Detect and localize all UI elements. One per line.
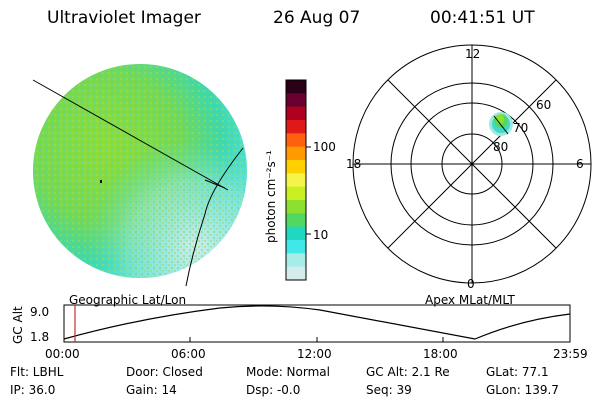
altitude-ytick-1-8: 1.8 xyxy=(30,330,50,344)
colorbar-tick-100: 100 xyxy=(313,140,336,154)
xtick-1200: 12:00 xyxy=(297,347,332,361)
dsp-info: Dsp: -0.0 xyxy=(246,383,301,397)
xtick-2359: 23:59 xyxy=(553,347,588,361)
mlt-label-18: 18 xyxy=(346,157,362,171)
altitude-curve xyxy=(63,305,571,340)
mode-info: Mode: Normal xyxy=(246,365,330,379)
mlt-label-12: 12 xyxy=(465,47,481,61)
mlat-label-80: 80 xyxy=(493,140,509,154)
xtick-0000: 00:00 xyxy=(45,347,80,361)
colorbar-band xyxy=(286,253,306,268)
colorbar-tick-10: 10 xyxy=(313,228,329,242)
ip-info: IP: 36.0 xyxy=(10,383,56,397)
time-label: 00:41:51 UT xyxy=(430,8,535,28)
colorbar-band xyxy=(286,186,306,201)
seq-info: Seq: 39 xyxy=(366,383,412,397)
mlat-label-60: 60 xyxy=(536,98,552,112)
xtick-0600: 06:00 xyxy=(171,347,206,361)
mlt-label-0: 0 xyxy=(467,277,475,291)
colorbar-band xyxy=(286,226,306,241)
colorbar xyxy=(286,80,306,281)
altitude-ylabel: GC Alt xyxy=(11,306,25,344)
mlat-label-70: 70 xyxy=(513,121,529,135)
glon-info: GLon: 139.7 xyxy=(486,383,559,397)
colorbar-frame xyxy=(285,79,307,281)
auroral-blob xyxy=(489,112,513,136)
colorbar-band xyxy=(286,160,306,174)
colorbar-band xyxy=(286,213,306,228)
gain-info: Gain: 14 xyxy=(126,383,177,397)
geographic-label: Geographic Lat/Lon xyxy=(69,293,187,307)
limb-tick xyxy=(204,179,226,189)
glat-info: GLat: 77.1 xyxy=(486,365,549,379)
altitude-panel-frame xyxy=(63,304,571,343)
colorbar-band xyxy=(286,80,306,94)
altitude-ytick-9: 9.0 xyxy=(30,305,50,319)
colorbar-band xyxy=(286,146,306,161)
polar-plot xyxy=(352,44,592,284)
terminator-line xyxy=(32,79,229,191)
door-info: Door: Closed xyxy=(126,365,203,379)
colorbar-band xyxy=(286,106,306,121)
colorbar-band xyxy=(286,120,306,134)
limb-curve xyxy=(185,147,244,287)
colorbar-band xyxy=(286,133,306,148)
date-label: 26 Aug 07 xyxy=(273,8,361,28)
apex-label: Apex MLat/MLT xyxy=(425,293,515,307)
colorbar-band xyxy=(286,200,306,214)
colorbar-unit-label: photon cm⁻²s⁻¹ xyxy=(264,150,278,243)
instrument-title: Ultraviolet Imager xyxy=(47,8,201,28)
colorbar-band xyxy=(286,93,306,108)
colorbar-band xyxy=(286,173,306,188)
flt-info: Flt: LBHL xyxy=(10,365,64,379)
uv-image-disk xyxy=(33,64,247,278)
gcalt-info: GC Alt: 2.1 Re xyxy=(366,365,450,379)
xtick-1800: 18:00 xyxy=(423,347,458,361)
colorbar-band xyxy=(286,240,306,254)
mlt-label-6: 6 xyxy=(576,157,584,171)
colorbar-band xyxy=(286,266,306,281)
